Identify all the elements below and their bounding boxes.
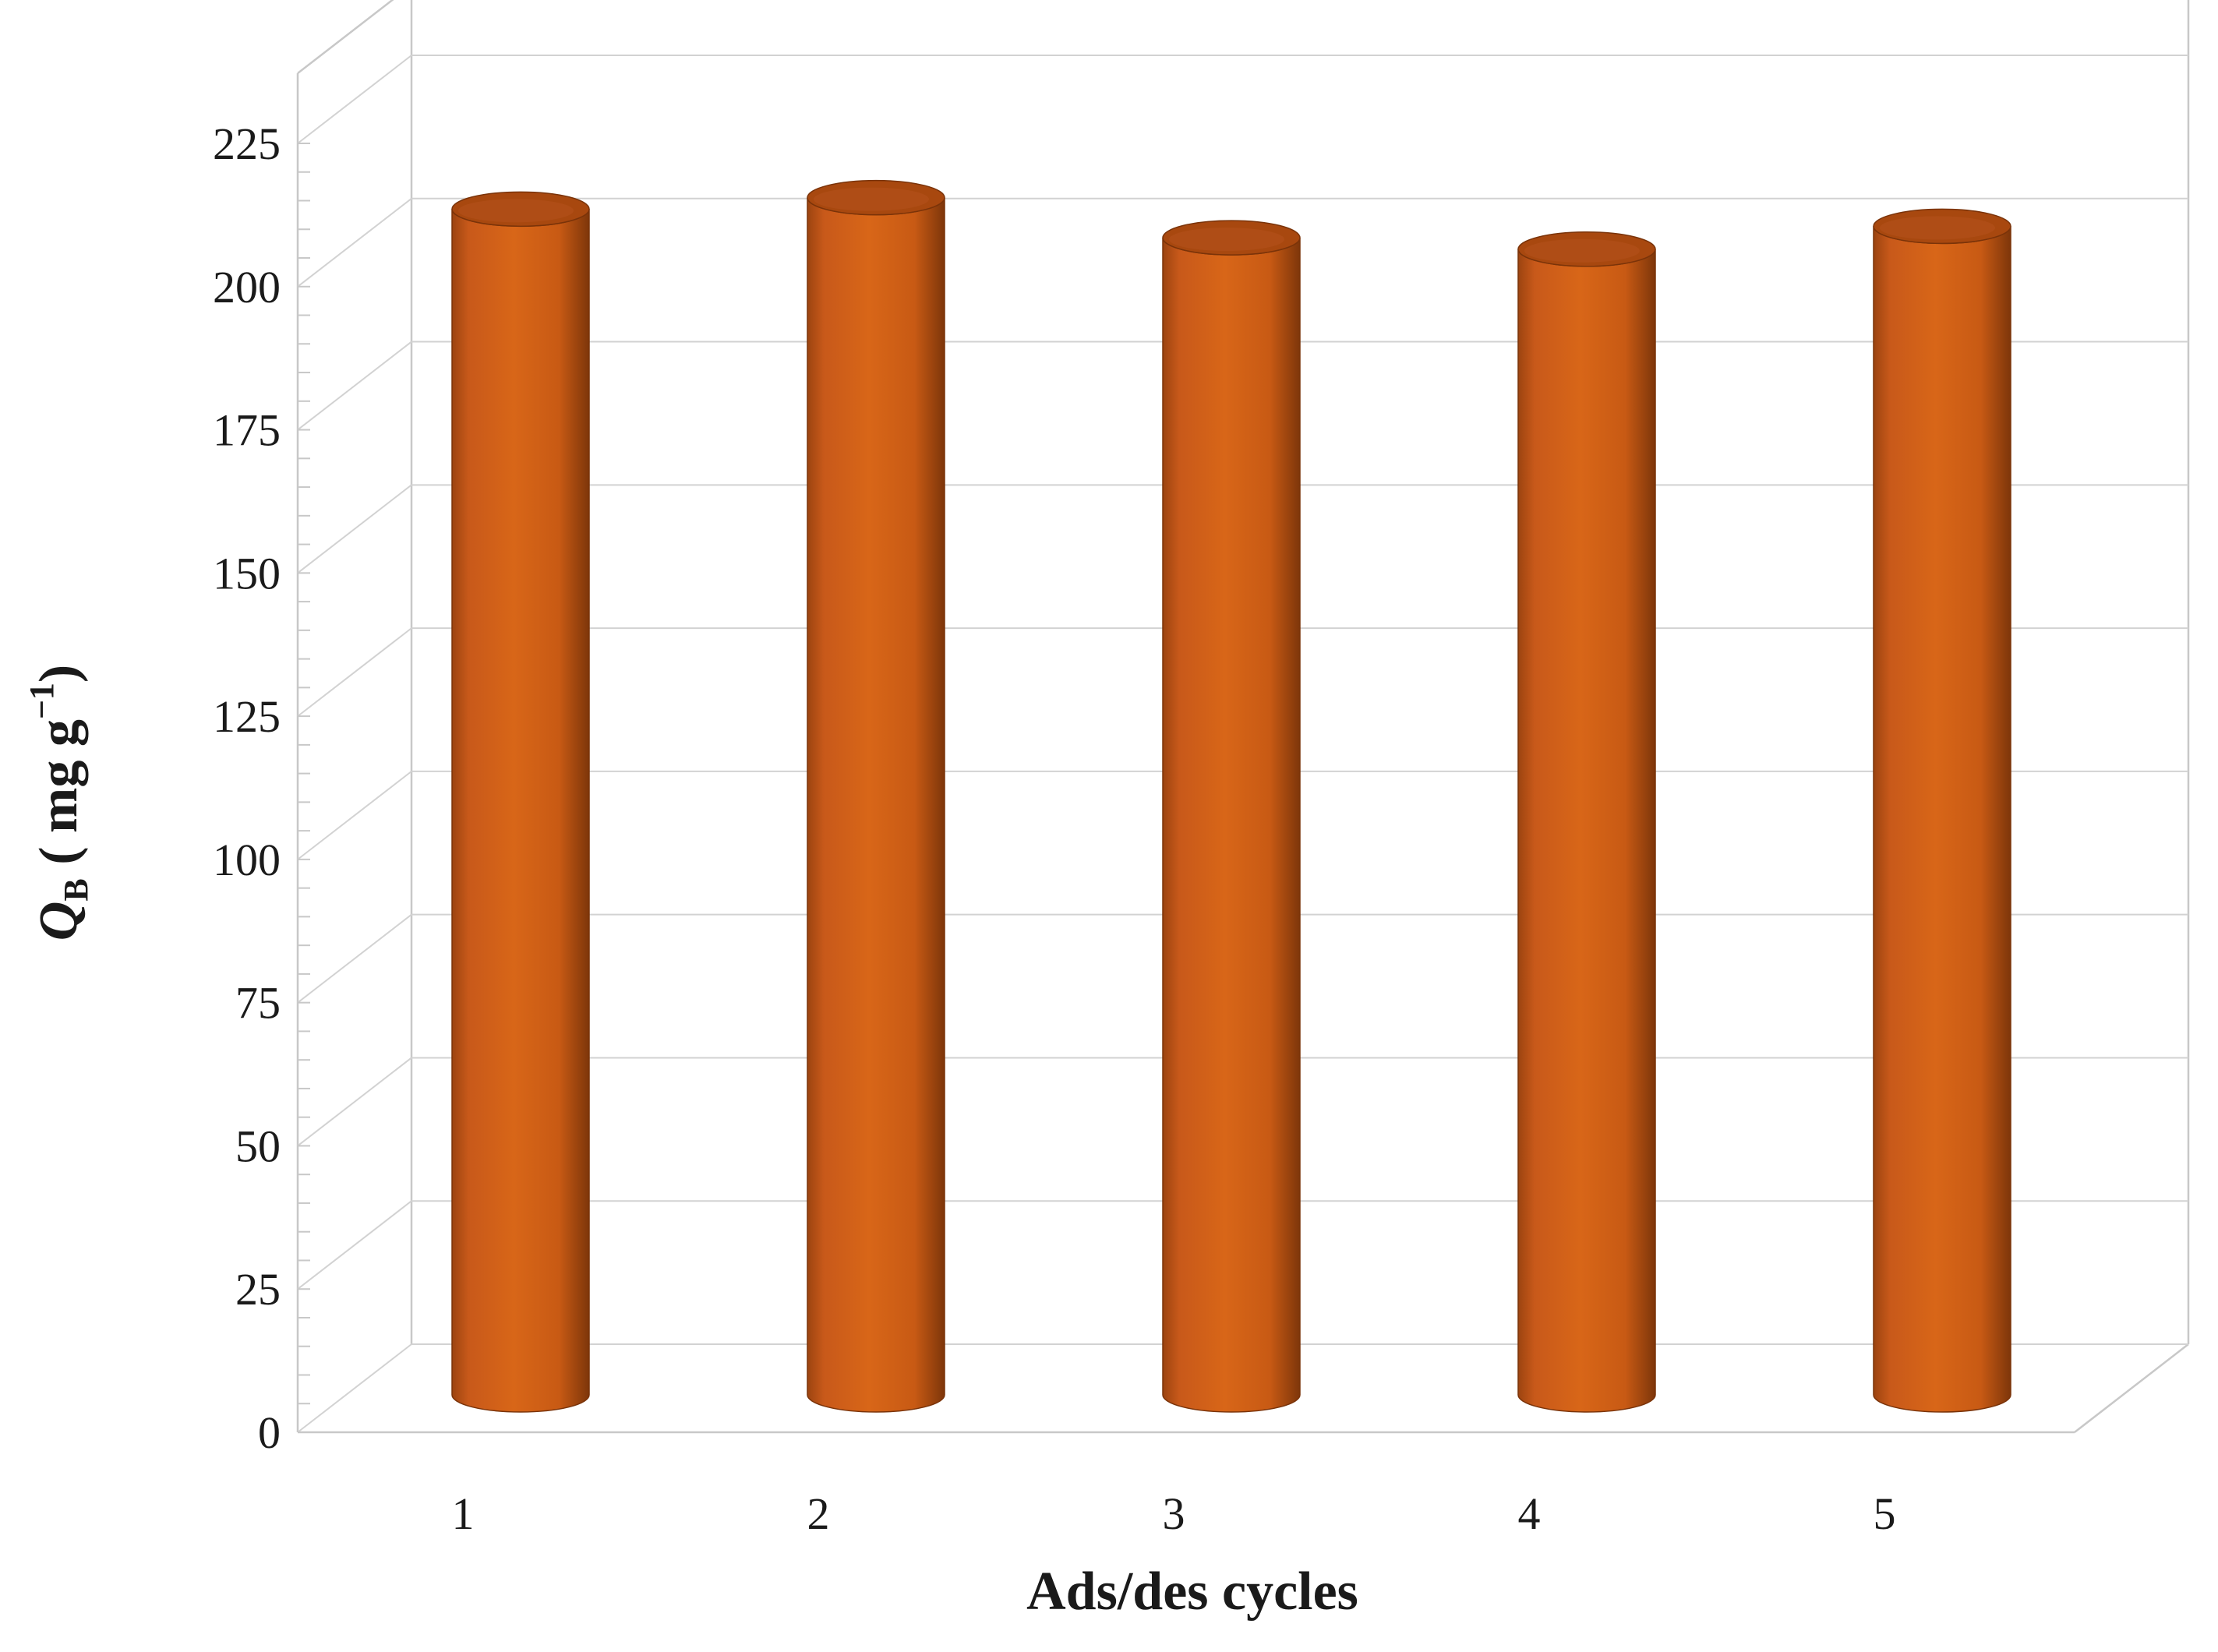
- x-tick-label: 1: [452, 1488, 475, 1539]
- bar: [451, 191, 590, 1413]
- minor-ticks: [298, 143, 310, 1433]
- y-tick-label: 150: [213, 548, 281, 598]
- y-tick-label: 200: [213, 262, 281, 312]
- y-tick-label: 125: [213, 691, 281, 742]
- bar: [1517, 231, 1656, 1413]
- x-tick-label: 2: [807, 1488, 830, 1539]
- y-tick-label: 225: [213, 118, 281, 169]
- bars: [451, 179, 2011, 1413]
- gridline: [297, 55, 2188, 144]
- bar: [1162, 220, 1301, 1413]
- y-axis-title: QB ( mg g−1): [23, 665, 95, 941]
- y-tick-labels: 0 25 50 75 100 125 150 175 200 225: [213, 118, 281, 1458]
- y-tick-label: 0: [258, 1407, 281, 1458]
- chart-frame: [296, 0, 2190, 1434]
- y-axis-title-subscript: B: [57, 878, 95, 901]
- y-axis-title-symbol: Q: [29, 902, 89, 941]
- x-axis-title: Ads/des cycles: [1026, 1562, 1358, 1622]
- x-tick-labels: 1 2 3 4 5: [452, 1488, 1896, 1539]
- y-axis-title-exponent: −1: [23, 683, 61, 719]
- y-axis-title-close: ): [29, 665, 89, 683]
- y-axis-title-unit: ( mg g: [29, 719, 89, 878]
- y-tick-label: 25: [235, 1264, 281, 1315]
- y-tick-label: 75: [235, 978, 281, 1029]
- x-tick-label: 4: [1518, 1488, 1541, 1539]
- bar: [1873, 208, 2011, 1413]
- bar: [807, 179, 945, 1413]
- y-tick-label: 175: [213, 405, 281, 456]
- gridline: [297, 197, 2188, 288]
- x-tick-label: 5: [1874, 1488, 1896, 1539]
- y-tick-label: 50: [235, 1121, 281, 1171]
- y-tick-label: 100: [213, 835, 281, 885]
- x-tick-label: 3: [1163, 1488, 1185, 1539]
